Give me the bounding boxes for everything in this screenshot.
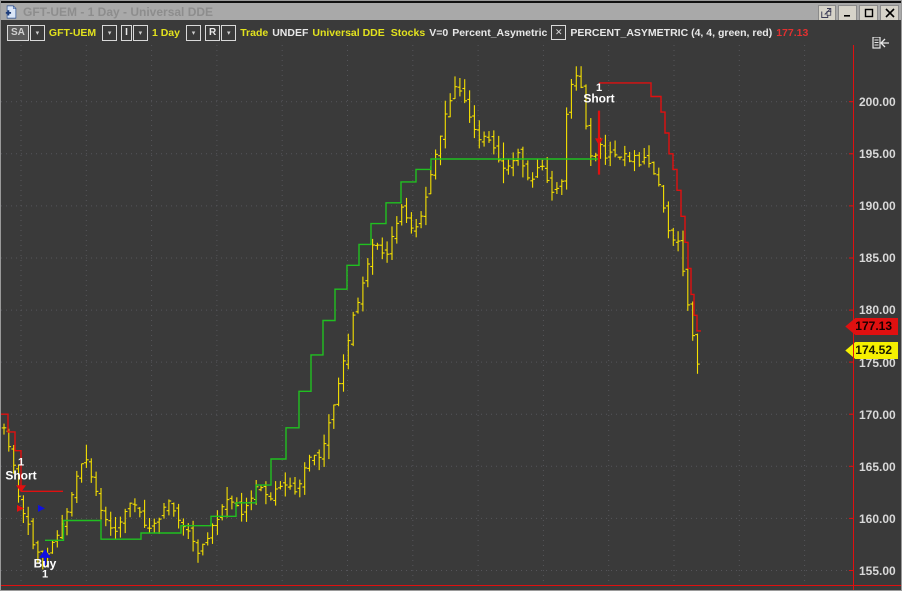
svg-text:1: 1 — [42, 569, 48, 581]
svg-text:Short: Short — [5, 468, 36, 482]
svg-text:1: 1 — [18, 457, 24, 469]
svg-text:Short: Short — [583, 92, 614, 106]
